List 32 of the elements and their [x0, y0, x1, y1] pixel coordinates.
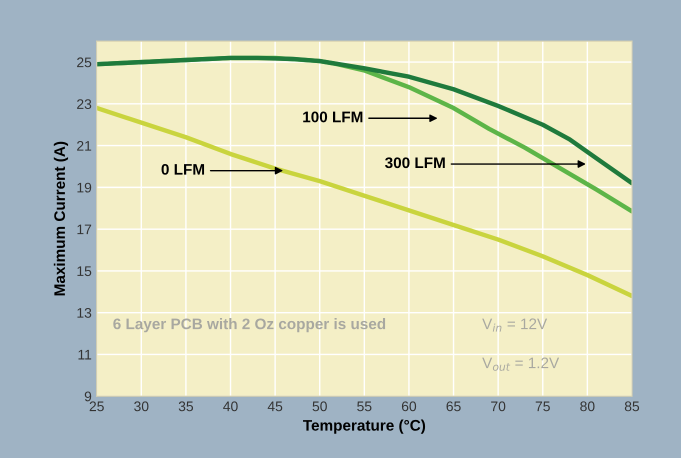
- y-tick-label: 17: [77, 224, 92, 234]
- x-tick-label: 65: [446, 401, 461, 412]
- annotation: 100 LFM: [303, 112, 362, 122]
- x-tick-label: 45: [268, 402, 282, 412]
- x-tick-label: 50: [312, 401, 327, 412]
- x-tick-label: 30: [134, 401, 148, 412]
- y-tick-label: 21: [77, 140, 92, 151]
- x-tick-label: 80: [580, 401, 595, 412]
- x-tick-label: 55: [357, 402, 372, 412]
- line-series: [96, 106, 632, 298]
- annotation: 300 LFM: [385, 157, 445, 168]
- x-tick-label: 60: [402, 401, 416, 412]
- annotation: 0 LFM: [162, 164, 204, 175]
- y-tick-label: 11: [78, 350, 92, 360]
- x-axis-title: Temperature (°C): [303, 420, 426, 434]
- x-tick-label: 70: [491, 401, 506, 412]
- line-series: [96, 56, 632, 186]
- x-tick-label: 85: [624, 401, 640, 412]
- x-tick-label: 25: [90, 401, 104, 412]
- y-tick-label: 13: [77, 308, 92, 318]
- annotation: 6 Layer PCB with 2 Oz copper is used: [113, 318, 386, 332]
- x-tick-label: 35: [178, 401, 194, 412]
- annotation: V$_{out}$ = 1.2V: [482, 357, 560, 371]
- y-tick-label: 23: [77, 99, 92, 110]
- x-tick-label: 75: [536, 402, 550, 412]
- y-tick-label: 15: [77, 266, 92, 276]
- y-tick-label: 19: [77, 182, 92, 193]
- annotation: V$_{in}$ = 12V: [482, 318, 548, 332]
- y-tick-label: 25: [77, 57, 92, 68]
- y-tick-label: 9: [84, 392, 92, 402]
- y-axis-title: Maximum Current (A): [54, 142, 68, 296]
- x-tick-label: 40: [223, 401, 238, 412]
